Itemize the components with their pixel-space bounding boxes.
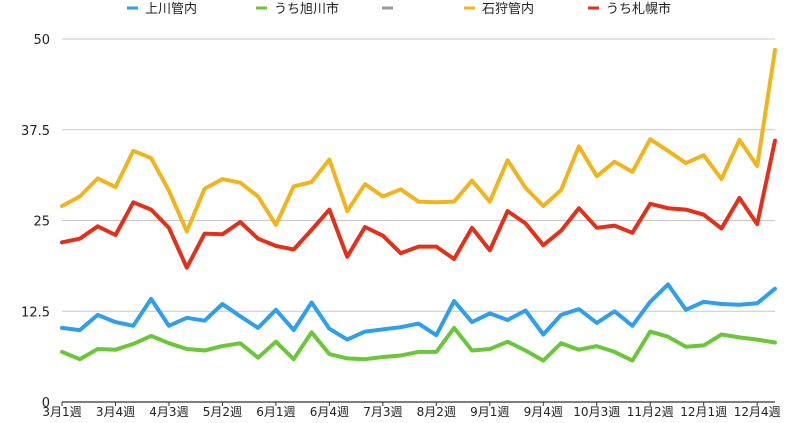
legend-label: うち札幌市 xyxy=(606,1,671,17)
x-tick-label: 10月3週 xyxy=(573,405,620,419)
x-tick-label: 6月4週 xyxy=(310,405,349,419)
y-tick-label: 37.5 xyxy=(21,124,50,139)
x-tick-label: 4月3週 xyxy=(149,405,188,419)
x-tick-label: 3月1週 xyxy=(42,405,81,419)
x-tick-label: 12月1週 xyxy=(680,405,727,419)
gridlines xyxy=(62,38,775,403)
legend: 上川管内 うち旭川市 石狩管内 うち札幌市 xyxy=(127,1,671,17)
y-axis: 0 12.5 25 37.5 50 xyxy=(21,33,50,411)
x-tick-label: 7月3週 xyxy=(363,405,402,419)
series-line-2 xyxy=(60,325,777,363)
x-tick-label: 12月4週 xyxy=(734,405,781,419)
series-lines xyxy=(60,47,777,363)
y-tick-label: 50 xyxy=(33,33,50,48)
x-tick-label: 6月1週 xyxy=(256,405,295,419)
x-axis: 3月1週 3月4週 4月3週 5月2週 6月1週 6月4週 7月3週 8月2週 9月1週 9月4週… xyxy=(42,402,781,419)
x-tick-label: 9月4週 xyxy=(524,405,563,419)
y-tick-label: 0 xyxy=(42,396,50,411)
series-line-3 xyxy=(60,47,777,234)
y-tick-label: 12.5 xyxy=(21,305,50,320)
x-tick-label: 9月1週 xyxy=(470,405,509,419)
series-line-4 xyxy=(60,138,777,270)
x-tick-label: 3月4週 xyxy=(96,405,135,419)
legend-label: うち旭川市 xyxy=(274,1,339,17)
x-tick-label: 11月2週 xyxy=(627,405,674,419)
legend-label: 上川管内 xyxy=(145,1,197,17)
y-tick-label: 25 xyxy=(33,215,50,230)
x-tick-label: 5月2週 xyxy=(203,405,242,419)
series-line-1 xyxy=(60,282,777,342)
x-tick-label: 8月2週 xyxy=(417,405,456,419)
legend-label: 石狩管内 xyxy=(482,1,534,17)
